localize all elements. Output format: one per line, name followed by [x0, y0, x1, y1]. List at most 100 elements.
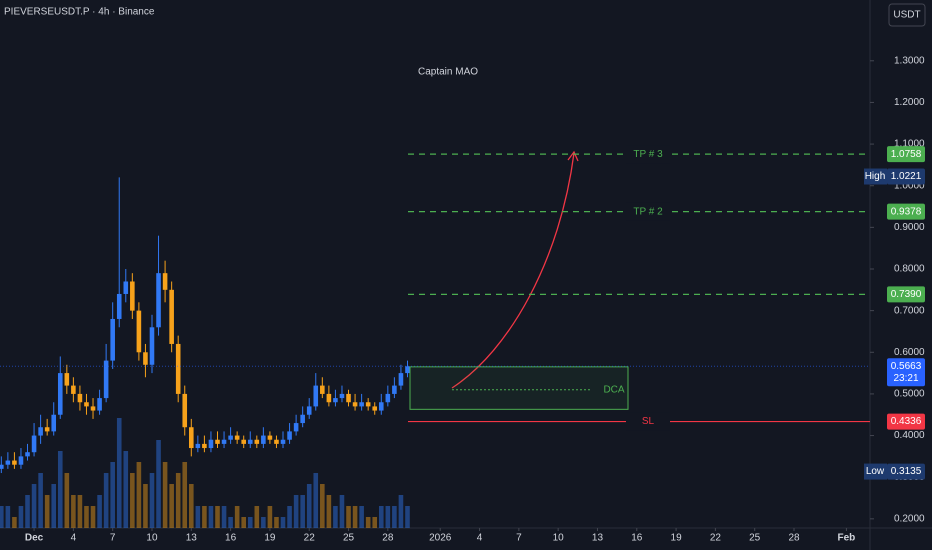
candle-body	[208, 439, 214, 449]
candle-body	[221, 439, 227, 444]
volume-bar	[208, 506, 214, 528]
candle-body	[12, 460, 17, 465]
volume-bar	[392, 506, 397, 528]
arrow	[451, 152, 575, 389]
volume-bar	[267, 506, 273, 528]
x-tick-label: 4	[477, 533, 483, 544]
candle-body	[5, 460, 11, 465]
volume-bar	[71, 495, 76, 528]
volume-bar	[241, 517, 246, 528]
candle-body	[123, 281, 129, 294]
price-badge-label: 0.9378	[891, 206, 922, 217]
candle-body	[0, 464, 4, 469]
candle-body	[44, 427, 50, 432]
x-tick-label: 19	[671, 533, 683, 544]
x-tick-label: 28	[788, 533, 800, 544]
x-tick-label: 4	[71, 533, 77, 544]
currency-label[interactable]: USDT	[893, 10, 920, 21]
volume-bar	[221, 506, 227, 528]
candle-body	[287, 431, 292, 440]
volume-bar	[293, 495, 299, 528]
marker-badge	[887, 463, 925, 480]
volume-bar	[12, 517, 17, 528]
candle-body	[116, 293, 122, 319]
candle-body	[51, 414, 57, 432]
dca-label: DCA	[603, 384, 624, 395]
candle-body	[189, 427, 194, 449]
candle-body	[25, 452, 30, 457]
volume-bar	[116, 418, 122, 528]
y-tick-label: 0.4000	[894, 430, 925, 441]
candle-body	[254, 439, 260, 444]
volume-bar	[31, 484, 37, 528]
level-label-bg	[626, 412, 670, 431]
candle-body	[306, 406, 312, 415]
volume-bar	[254, 506, 260, 528]
x-tick-label: 10	[146, 533, 158, 544]
volume-bar	[333, 506, 338, 528]
candle-body	[215, 439, 220, 444]
candle-body	[71, 385, 76, 394]
level-label-bg	[626, 202, 670, 221]
candle-body	[57, 373, 63, 415]
candle-body	[149, 327, 155, 365]
candle-body	[280, 439, 286, 444]
x-tick-label: 16	[631, 533, 643, 544]
y-tick-label: 0.8000	[894, 264, 925, 275]
volume-bar	[57, 451, 63, 528]
marker-tag-label: High	[865, 171, 886, 182]
level-label-bg	[626, 145, 670, 164]
candle-body	[162, 273, 168, 290]
volume-bar	[320, 484, 325, 528]
volume-bar	[339, 495, 345, 528]
candle-body	[392, 385, 397, 394]
candle-body	[241, 439, 246, 444]
candle-body	[247, 439, 253, 444]
volume-bar	[77, 495, 83, 528]
volume-bar	[274, 517, 279, 528]
currency-button[interactable]	[888, 3, 926, 27]
volume-bar	[44, 495, 50, 528]
volume-bar	[300, 495, 305, 528]
candle-body	[90, 406, 96, 411]
x-tick-label: Dec	[25, 533, 44, 544]
y-tick-label: 0.5000	[894, 389, 925, 400]
volume-bar	[156, 440, 161, 528]
volume-bar	[97, 495, 102, 528]
volume-bar	[352, 506, 358, 528]
volume-bar	[306, 484, 312, 528]
y-tick-label: 0.9000	[894, 222, 925, 233]
volume-bar	[5, 506, 11, 528]
volume-bar	[202, 506, 207, 528]
volume-bar	[247, 517, 253, 528]
level-label: TP # 3	[633, 149, 663, 160]
marker-tag	[864, 168, 887, 185]
marker-tag-label: Low	[866, 466, 885, 477]
candle-body	[274, 439, 279, 444]
volume-bar	[378, 506, 384, 528]
volume-bar	[103, 473, 109, 528]
volume-bar	[38, 473, 43, 528]
annotation: Captain MAO	[418, 67, 478, 78]
volume-bar	[215, 506, 220, 528]
candle-body	[267, 435, 273, 440]
candle-body	[18, 456, 24, 465]
candle-body	[202, 443, 207, 449]
x-tick-label: 2026	[429, 533, 452, 544]
price-badge	[887, 146, 925, 163]
volume-bar	[234, 506, 240, 528]
candle-body	[234, 435, 240, 440]
volume-bar	[385, 506, 391, 528]
y-tick-label: 0.2000	[894, 513, 925, 524]
y-tick-label: 0.7000	[894, 305, 925, 316]
volume-bar	[136, 462, 142, 528]
y-tick-label: 1.3000	[894, 55, 925, 66]
x-tick-label: Feb	[838, 533, 856, 544]
x-tick-label: 16	[225, 533, 237, 544]
volume-bar	[261, 517, 266, 528]
y-tick-label: 1.1000	[894, 139, 925, 150]
volume-bar	[51, 484, 57, 528]
volume-bar	[195, 506, 201, 528]
candle-body	[136, 310, 142, 353]
